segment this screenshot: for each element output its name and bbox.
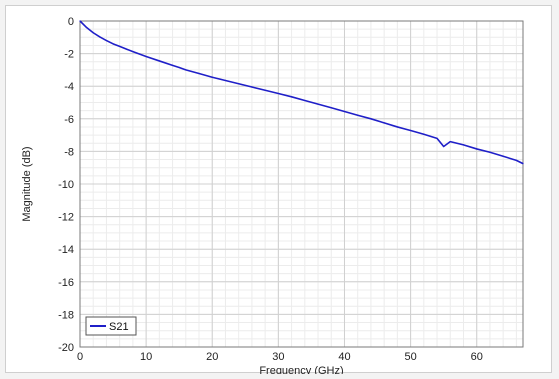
y-axis-title: Magnitude (dB) xyxy=(21,146,33,221)
y-tick-label: -20 xyxy=(58,342,74,354)
data-point xyxy=(277,92,279,95)
data-point xyxy=(515,159,517,161)
x-tick-label: 20 xyxy=(206,351,218,363)
data-point xyxy=(290,96,293,98)
y-tick-label: -12 xyxy=(58,212,74,224)
data-point xyxy=(449,141,451,143)
x-tick-label: 50 xyxy=(404,351,416,363)
x-tick-label: 10 xyxy=(140,351,152,363)
data-point xyxy=(396,126,398,128)
x-tick-label: 40 xyxy=(338,351,350,363)
data-point xyxy=(211,76,213,78)
data-point xyxy=(99,36,101,38)
x-axis-title: Frequency (GHz) xyxy=(259,365,343,374)
y-tick-label: -10 xyxy=(58,179,74,191)
y-tick-label: -18 xyxy=(58,309,74,321)
data-point xyxy=(86,26,88,29)
data-point xyxy=(178,66,180,69)
y-tick-label: -4 xyxy=(64,81,74,93)
data-point xyxy=(185,69,187,71)
data-point xyxy=(79,20,81,22)
data-point xyxy=(522,163,524,165)
legend-label-s21: S21 xyxy=(109,321,129,333)
data-point xyxy=(357,114,359,116)
y-tick-label: -14 xyxy=(58,244,74,256)
data-point xyxy=(92,32,94,34)
data-point xyxy=(370,118,372,120)
data-point xyxy=(476,148,478,150)
data-point xyxy=(132,51,134,53)
y-tick-label: -8 xyxy=(64,146,74,158)
data-point xyxy=(112,43,114,45)
data-point xyxy=(317,103,319,105)
data-point xyxy=(343,110,346,113)
data-point xyxy=(443,145,445,148)
y-tick-label: -6 xyxy=(64,114,74,126)
data-point xyxy=(145,55,147,58)
data-point xyxy=(409,129,412,132)
data-point xyxy=(304,99,306,102)
data-point xyxy=(502,155,504,157)
data-point xyxy=(224,79,227,82)
data-point xyxy=(489,151,491,153)
chart-svg: 0 10 20 30 40 50 60 0 -2 -4 -6 -8 -10 -12 -14 -16 -18 -20… xyxy=(21,16,524,374)
data-point xyxy=(264,89,266,91)
data-point xyxy=(462,144,465,146)
legend-box xyxy=(85,316,137,336)
data-point xyxy=(171,64,174,66)
data-point xyxy=(105,39,108,42)
plot-area-border xyxy=(79,20,524,348)
data-point xyxy=(198,72,200,75)
series-line-s21 xyxy=(79,20,524,165)
x-tick-label: 0 xyxy=(77,351,83,363)
legend: S21 xyxy=(85,316,137,336)
grid xyxy=(79,20,523,348)
data-point xyxy=(119,45,121,48)
data-point xyxy=(423,133,425,135)
data-point xyxy=(383,122,385,124)
tick-labels: 0 10 20 30 40 50 60 0 -2 -4 -6 -8 -10 -12 -14 -16 -18 -20 xyxy=(58,16,483,363)
chart-frame: 0 10 20 30 40 50 60 0 -2 -4 -6 -8 -10 -12 -14 -16 -18 -20… xyxy=(5,5,552,374)
y-tick-label: -16 xyxy=(58,277,74,289)
y-tick-label: -2 xyxy=(64,49,74,61)
series-layer xyxy=(79,20,524,165)
data-point xyxy=(436,137,438,139)
data-point xyxy=(251,86,253,88)
data-point xyxy=(238,83,240,85)
y-tick-label: 0 xyxy=(68,16,74,28)
x-tick-label: 60 xyxy=(471,351,483,363)
data-point xyxy=(158,60,160,62)
data-point xyxy=(330,107,332,109)
x-tick-label: 30 xyxy=(272,351,284,363)
